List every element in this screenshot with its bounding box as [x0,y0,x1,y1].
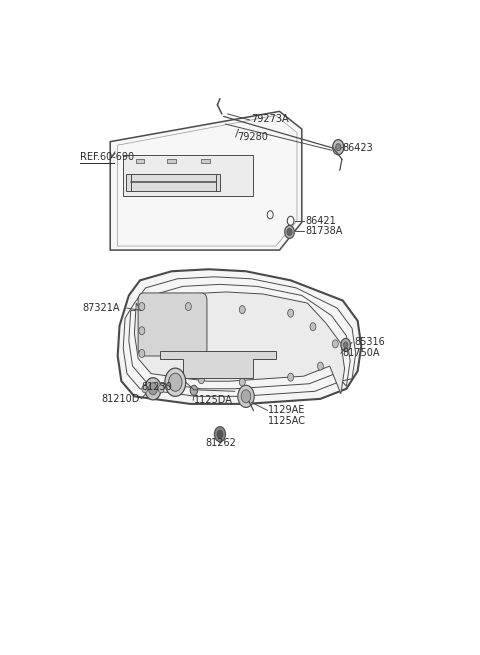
Circle shape [142,384,148,393]
Circle shape [165,368,186,396]
Circle shape [332,340,338,348]
Circle shape [158,384,164,393]
Circle shape [317,362,324,370]
Circle shape [198,376,204,384]
Circle shape [139,327,145,335]
Circle shape [285,225,294,238]
Circle shape [190,385,198,396]
Text: 81750A: 81750A [343,348,380,358]
Circle shape [310,323,316,331]
Circle shape [287,229,292,235]
Circle shape [336,143,341,151]
Text: 1125DA: 1125DA [194,396,233,405]
Text: REF.60-690: REF.60-690 [81,152,134,162]
Circle shape [215,426,226,441]
Circle shape [333,140,344,155]
Circle shape [145,378,161,400]
Circle shape [139,303,145,310]
Text: 81738A: 81738A [305,226,343,236]
Polygon shape [123,155,253,196]
Text: 81262: 81262 [205,438,236,448]
Circle shape [168,373,182,391]
Circle shape [148,383,157,395]
Text: 79273A: 79273A [252,114,289,124]
Text: 79280: 79280 [237,132,267,141]
Text: 81230: 81230 [142,383,173,392]
Circle shape [185,303,192,310]
Circle shape [288,309,294,317]
Circle shape [139,349,145,358]
Circle shape [288,373,294,381]
Circle shape [217,430,223,438]
Circle shape [240,305,245,314]
Text: 1125AC: 1125AC [268,415,306,426]
Text: 87321A: 87321A [83,303,120,313]
Polygon shape [135,159,144,163]
Text: 85316: 85316 [354,337,384,347]
Polygon shape [126,174,220,191]
Text: 86423: 86423 [343,143,373,153]
Circle shape [241,390,251,403]
Circle shape [240,378,245,386]
FancyBboxPatch shape [138,293,207,356]
Circle shape [344,342,348,348]
Polygon shape [160,351,276,378]
Polygon shape [167,159,176,163]
Circle shape [341,339,350,352]
Text: 1129AE: 1129AE [268,405,306,415]
Polygon shape [201,159,210,163]
Circle shape [238,385,254,407]
Text: 86421: 86421 [305,216,336,226]
Polygon shape [110,111,302,250]
Polygon shape [134,292,345,394]
Polygon shape [118,269,361,404]
Text: 81210D: 81210D [101,394,139,404]
